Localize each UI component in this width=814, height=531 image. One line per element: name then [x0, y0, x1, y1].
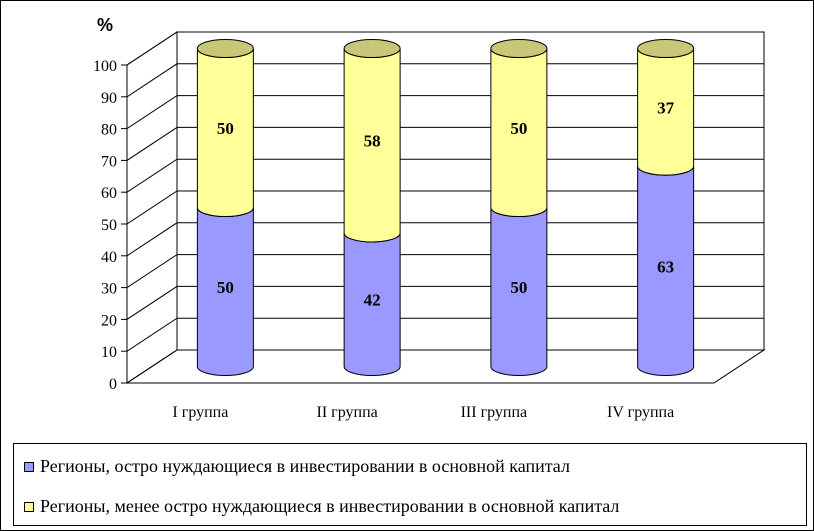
data-label: 58: [364, 132, 381, 151]
y-unit-label: %: [97, 15, 114, 35]
x-category-label: IV группа: [607, 404, 674, 421]
x-category-label: III группа: [461, 404, 528, 421]
gridline: [126, 63, 764, 98]
gridline: [126, 317, 764, 352]
y-tick-label: 40: [101, 249, 117, 266]
y-tick-label: 70: [101, 153, 117, 170]
cylinder-top: [490, 39, 548, 58]
x-category-label: I группа: [172, 404, 228, 421]
cylinder-top: [637, 39, 695, 58]
gridline: [126, 222, 764, 257]
gridline: [126, 95, 764, 130]
y-tick-label: 0: [109, 376, 117, 393]
bar-2-series-2: 58: [343, 39, 401, 243]
y-tick-label: 20: [101, 312, 117, 329]
bar-2-series-1: 42: [343, 232, 401, 376]
data-label: 50: [217, 119, 234, 138]
gridline: [126, 126, 764, 161]
data-label: 42: [364, 291, 381, 310]
y-tick-label: 90: [101, 90, 117, 107]
data-label: 37: [657, 98, 675, 117]
data-label: 50: [510, 119, 527, 138]
cylinder-top: [343, 39, 401, 58]
data-label: 63: [657, 257, 674, 276]
bar-4-series-1: 63: [637, 166, 695, 376]
legend-item-2: Регионы, менее остро нуждающиеся в инвес…: [24, 496, 619, 517]
y-tick-label: 80: [101, 122, 117, 139]
legend-swatch-2: [24, 501, 34, 512]
gridline: [126, 158, 764, 193]
bar-4-series-2: 37: [637, 39, 695, 176]
gridline: [126, 349, 764, 384]
gridline: [126, 31, 764, 66]
bar-1-series-1: 50: [196, 207, 254, 376]
y-tick-label: 50: [101, 217, 117, 234]
bars: 50 50 42 58 50 50 63 37: [196, 39, 695, 376]
gridline: [126, 285, 764, 320]
bar-1-series-2: 50: [196, 39, 254, 217]
legend-swatch-1: [24, 461, 34, 472]
x-category-label: II группа: [317, 404, 378, 421]
legend-label-1: Регионы, остро нуждающиеся в инвестирова…: [40, 456, 570, 476]
data-label: 50: [217, 278, 234, 297]
data-label: 50: [510, 278, 527, 297]
legend-label-2: Регионы, менее остро нуждающиеся в инвес…: [40, 496, 620, 516]
y-axis-ticks: 0 10 20 30 40 50 60 70 80 90 100: [93, 58, 128, 393]
legend-item-1: Регионы, остро нуждающиеся в инвестирова…: [24, 456, 570, 477]
y-tick-label: 30: [101, 281, 117, 298]
gridline: [126, 254, 764, 289]
x-axis-categories: I группа II группа III группа IV группа: [172, 404, 674, 421]
cylinder-top: [196, 39, 254, 58]
bar-3-series-2: 50: [490, 39, 548, 217]
gridlines: [126, 31, 764, 384]
legend: Регионы, остро нуждающиеся в инвестирова…: [13, 443, 807, 526]
y-tick-label: 10: [101, 344, 117, 361]
y-tick-label: 60: [101, 185, 117, 202]
bar-3-series-1: 50: [490, 207, 548, 376]
gridline: [126, 190, 764, 225]
y-tick-label: 100: [93, 58, 117, 75]
